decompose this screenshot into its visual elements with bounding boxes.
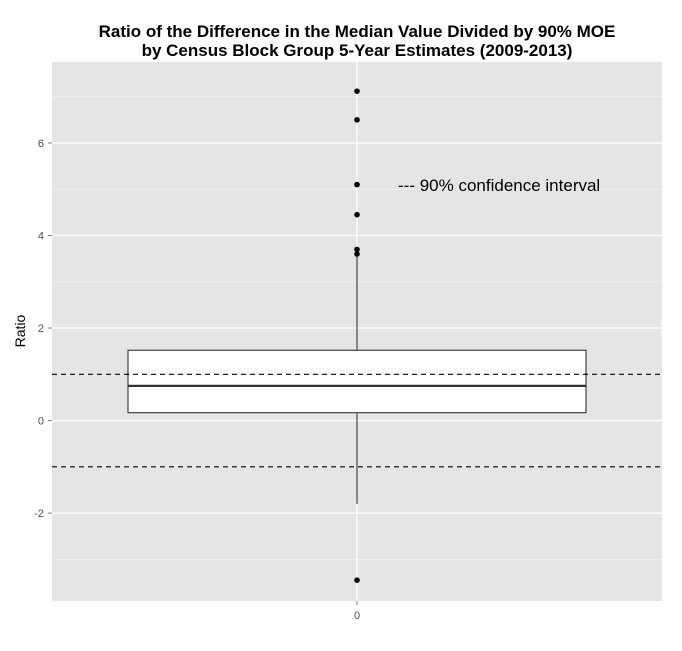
x-axis-ticks: 0 xyxy=(354,601,360,622)
confidence-interval-annotation: --- 90% confidence interval xyxy=(398,176,600,195)
outlier-point xyxy=(354,246,360,253)
y-tick-label: 0 xyxy=(38,416,44,428)
chart-title: Ratio of the Difference in the Median Va… xyxy=(99,22,616,41)
y-tick-label: -2 xyxy=(34,508,44,520)
outlier-point xyxy=(354,251,360,257)
y-tick-label: 6 xyxy=(38,138,44,150)
major-gridlines xyxy=(52,62,662,601)
outlier-point xyxy=(354,117,360,123)
outlier-point xyxy=(354,88,360,94)
outlier-point xyxy=(354,181,360,188)
box-iqr xyxy=(127,349,587,414)
outlier-point xyxy=(354,211,360,218)
outlier-point xyxy=(354,577,360,583)
y-axis-label: Ratio xyxy=(12,314,28,347)
y-axis-ticks: -2 0 2 4 6 xyxy=(34,138,52,520)
box-group xyxy=(127,256,587,504)
chart-subtitle: by Census Block Group 5-Year Estimates (… xyxy=(142,41,573,60)
x-tick-label: 0 xyxy=(354,610,360,622)
y-tick-label: 4 xyxy=(38,230,44,242)
outlier-points xyxy=(354,88,360,583)
y-tick-label: 2 xyxy=(38,323,44,335)
